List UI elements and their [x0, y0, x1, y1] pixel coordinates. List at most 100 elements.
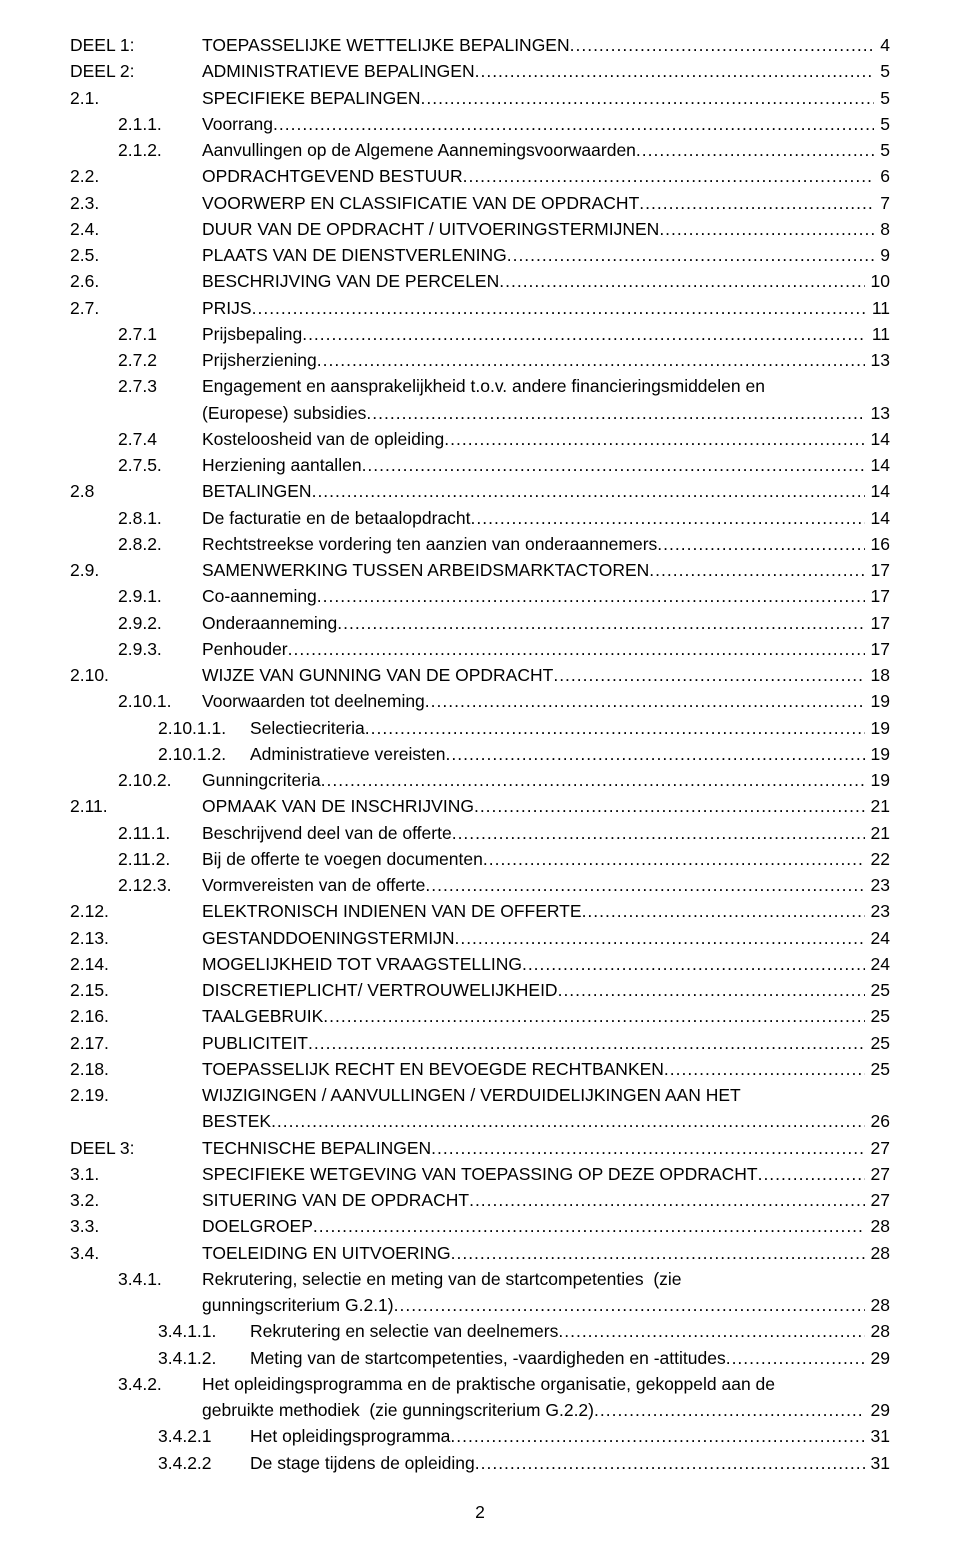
- toc-number: 3.4.2.: [118, 1371, 202, 1397]
- toc-row: 2.8.1.De facturatie en de betaalopdracht…: [70, 505, 890, 531]
- toc-number: 2.7.1: [118, 321, 202, 347]
- toc-row: 2.9.2.Onderaanneming 17: [70, 610, 890, 636]
- toc-leader: [288, 636, 865, 662]
- toc-number: 2.16.: [70, 1003, 202, 1029]
- toc-row: 2.7.3Engagement en aansprakelijkheid t.o…: [70, 373, 890, 399]
- toc-number: 2.7.: [70, 295, 202, 321]
- toc-leader: [421, 85, 875, 111]
- toc-number: 2.12.: [70, 898, 202, 924]
- toc-page: 11: [866, 295, 890, 321]
- toc-page: 22: [865, 846, 890, 872]
- toc-leader: [273, 111, 874, 137]
- toc-leader: [558, 1318, 864, 1344]
- toc-row: (Europese) subsidies 13: [70, 400, 890, 426]
- toc-row: 2.8.2.Rechtstreekse vordering ten aanzie…: [70, 531, 890, 557]
- toc-number: 2.7.4: [118, 426, 202, 452]
- toc-row: 3.3.DOELGROEP 28: [70, 1213, 890, 1239]
- toc-title: Bij de offerte te voegen documenten: [202, 846, 483, 872]
- toc-number: 3.4.2.2: [158, 1450, 250, 1476]
- toc-title: Kosteloosheid van de opleiding: [202, 426, 444, 452]
- toc-leader: [659, 216, 874, 242]
- toc-number: 3.4.: [70, 1240, 202, 1266]
- toc-row: 3.4.1.2.Meting van de startcompetenties,…: [70, 1345, 890, 1371]
- toc-title: SPECIFIEKE BEPALINGEN: [202, 85, 421, 111]
- toc-number: 3.1.: [70, 1161, 202, 1187]
- toc-leader: [271, 1108, 864, 1134]
- toc-leader: [366, 400, 864, 426]
- toc-title: TOEPASSELIJK RECHT EN BEVOEGDE RECHTBANK…: [202, 1056, 664, 1082]
- toc-number: 2.8: [70, 478, 202, 504]
- toc-row: BESTEK 26: [70, 1108, 890, 1134]
- toc-leader: [312, 478, 865, 504]
- toc-page: 24: [865, 951, 890, 977]
- toc-page: 17: [865, 610, 890, 636]
- toc-page: 14: [865, 452, 890, 478]
- toc-row: DEEL 2:ADMINISTRATIEVE BEPALINGEN 5: [70, 58, 890, 84]
- toc-number: 2.8.1.: [118, 505, 202, 531]
- toc-page: 23: [865, 898, 890, 924]
- toc-page: 17: [865, 636, 890, 662]
- toc-number: 2.9.2.: [118, 610, 202, 636]
- toc-title: PUBLICITEIT: [202, 1030, 308, 1056]
- toc-title: Selectiecriteria: [250, 715, 365, 741]
- toc-page: 14: [865, 505, 890, 531]
- toc-title: Co-aanneming: [202, 583, 317, 609]
- toc-title: Beschrijvend deel van de offerte: [202, 820, 452, 846]
- toc-page: 28: [865, 1318, 890, 1344]
- toc-title: Voorwaarden tot deelneming: [202, 688, 425, 714]
- toc-page: 29: [865, 1397, 890, 1423]
- toc-number: 3.4.2.1: [158, 1423, 250, 1449]
- toc-title: Rechtstreekse vordering ten aanzien van …: [202, 531, 657, 557]
- toc-title: GESTANDDOENINGSTERMIJN: [202, 925, 454, 951]
- toc-page: 5: [874, 58, 890, 84]
- toc-number: 2.2.: [70, 163, 202, 189]
- toc-title: WIJZE VAN GUNNING VAN DE OPDRACHT: [202, 662, 553, 688]
- toc-leader: [522, 951, 865, 977]
- toc-title: TOELEIDING EN UITVOERING: [202, 1240, 451, 1266]
- toc-page: 6: [874, 163, 890, 189]
- toc-row: 2.1.2.Aanvullingen op de Algemene Aannem…: [70, 137, 890, 163]
- toc-number: 2.11.: [70, 793, 202, 819]
- toc-title: ADMINISTRATIEVE BEPALINGEN: [202, 58, 475, 84]
- toc-leader: [452, 820, 865, 846]
- toc-number: 3.4.1.1.: [158, 1318, 250, 1344]
- toc-title: SAMENWERKING TUSSEN ARBEIDSMARKTACTOREN: [202, 557, 649, 583]
- toc-row: 2.13.GESTANDDOENINGSTERMIJN 24: [70, 925, 890, 951]
- toc-page: 5: [874, 137, 890, 163]
- toc-number: DEEL 3:: [70, 1135, 202, 1161]
- toc-row: 2.19.WIJZIGINGEN / AANVULLINGEN / VERDUI…: [70, 1082, 890, 1108]
- toc-row: gebruikte methodiek (zie gunningscriteri…: [70, 1397, 890, 1423]
- toc-title: ELEKTRONISCH INDIENEN VAN DE OFFERTE: [202, 898, 582, 924]
- toc-page: 11: [866, 321, 890, 347]
- toc-page: 28: [865, 1292, 890, 1318]
- toc-row: 3.2.SITUERING VAN DE OPDRACHT 27: [70, 1187, 890, 1213]
- toc-title: VOORWERP EN CLASSIFICATIE VAN DE OPDRACH…: [202, 190, 639, 216]
- toc-row: 2.12.3.Vormvereisten van de offerte 23: [70, 872, 890, 898]
- toc-page: 14: [865, 478, 890, 504]
- toc-leader: [302, 321, 866, 347]
- toc-leader: [553, 662, 864, 688]
- toc-number: 3.4.1.2.: [158, 1345, 250, 1371]
- toc-page: 4: [874, 32, 890, 58]
- toc-page: 17: [865, 583, 890, 609]
- toc-number: 2.1.: [70, 85, 202, 111]
- toc-title: Het opleidingsprogramma en de praktische…: [202, 1371, 775, 1397]
- toc-page: 31: [865, 1423, 890, 1449]
- toc-leader: [317, 347, 865, 373]
- toc-leader: [252, 295, 866, 321]
- toc-title: PLAATS VAN DE DIENSTVERLENING: [202, 242, 507, 268]
- toc-number: 2.11.1.: [118, 820, 202, 846]
- toc-title: BETALINGEN: [202, 478, 312, 504]
- toc-number: 3.2.: [70, 1187, 202, 1213]
- toc-page: 21: [865, 820, 890, 846]
- toc-row: 3.4.1.1.Rekrutering en selectie van deel…: [70, 1318, 890, 1344]
- toc-number: 2.9.3.: [118, 636, 202, 662]
- toc-row: 2.4.DUUR VAN DE OPDRACHT / UITVOERINGSTE…: [70, 216, 890, 242]
- toc-number: 2.10.: [70, 662, 202, 688]
- toc-number: DEEL 1:: [70, 32, 202, 58]
- toc-row: 2.10.WIJZE VAN GUNNING VAN DE OPDRACHT 1…: [70, 662, 890, 688]
- toc-page: 10: [865, 268, 890, 294]
- toc-page: 26: [865, 1108, 890, 1134]
- toc-page: 27: [865, 1187, 890, 1213]
- toc-leader: [483, 846, 865, 872]
